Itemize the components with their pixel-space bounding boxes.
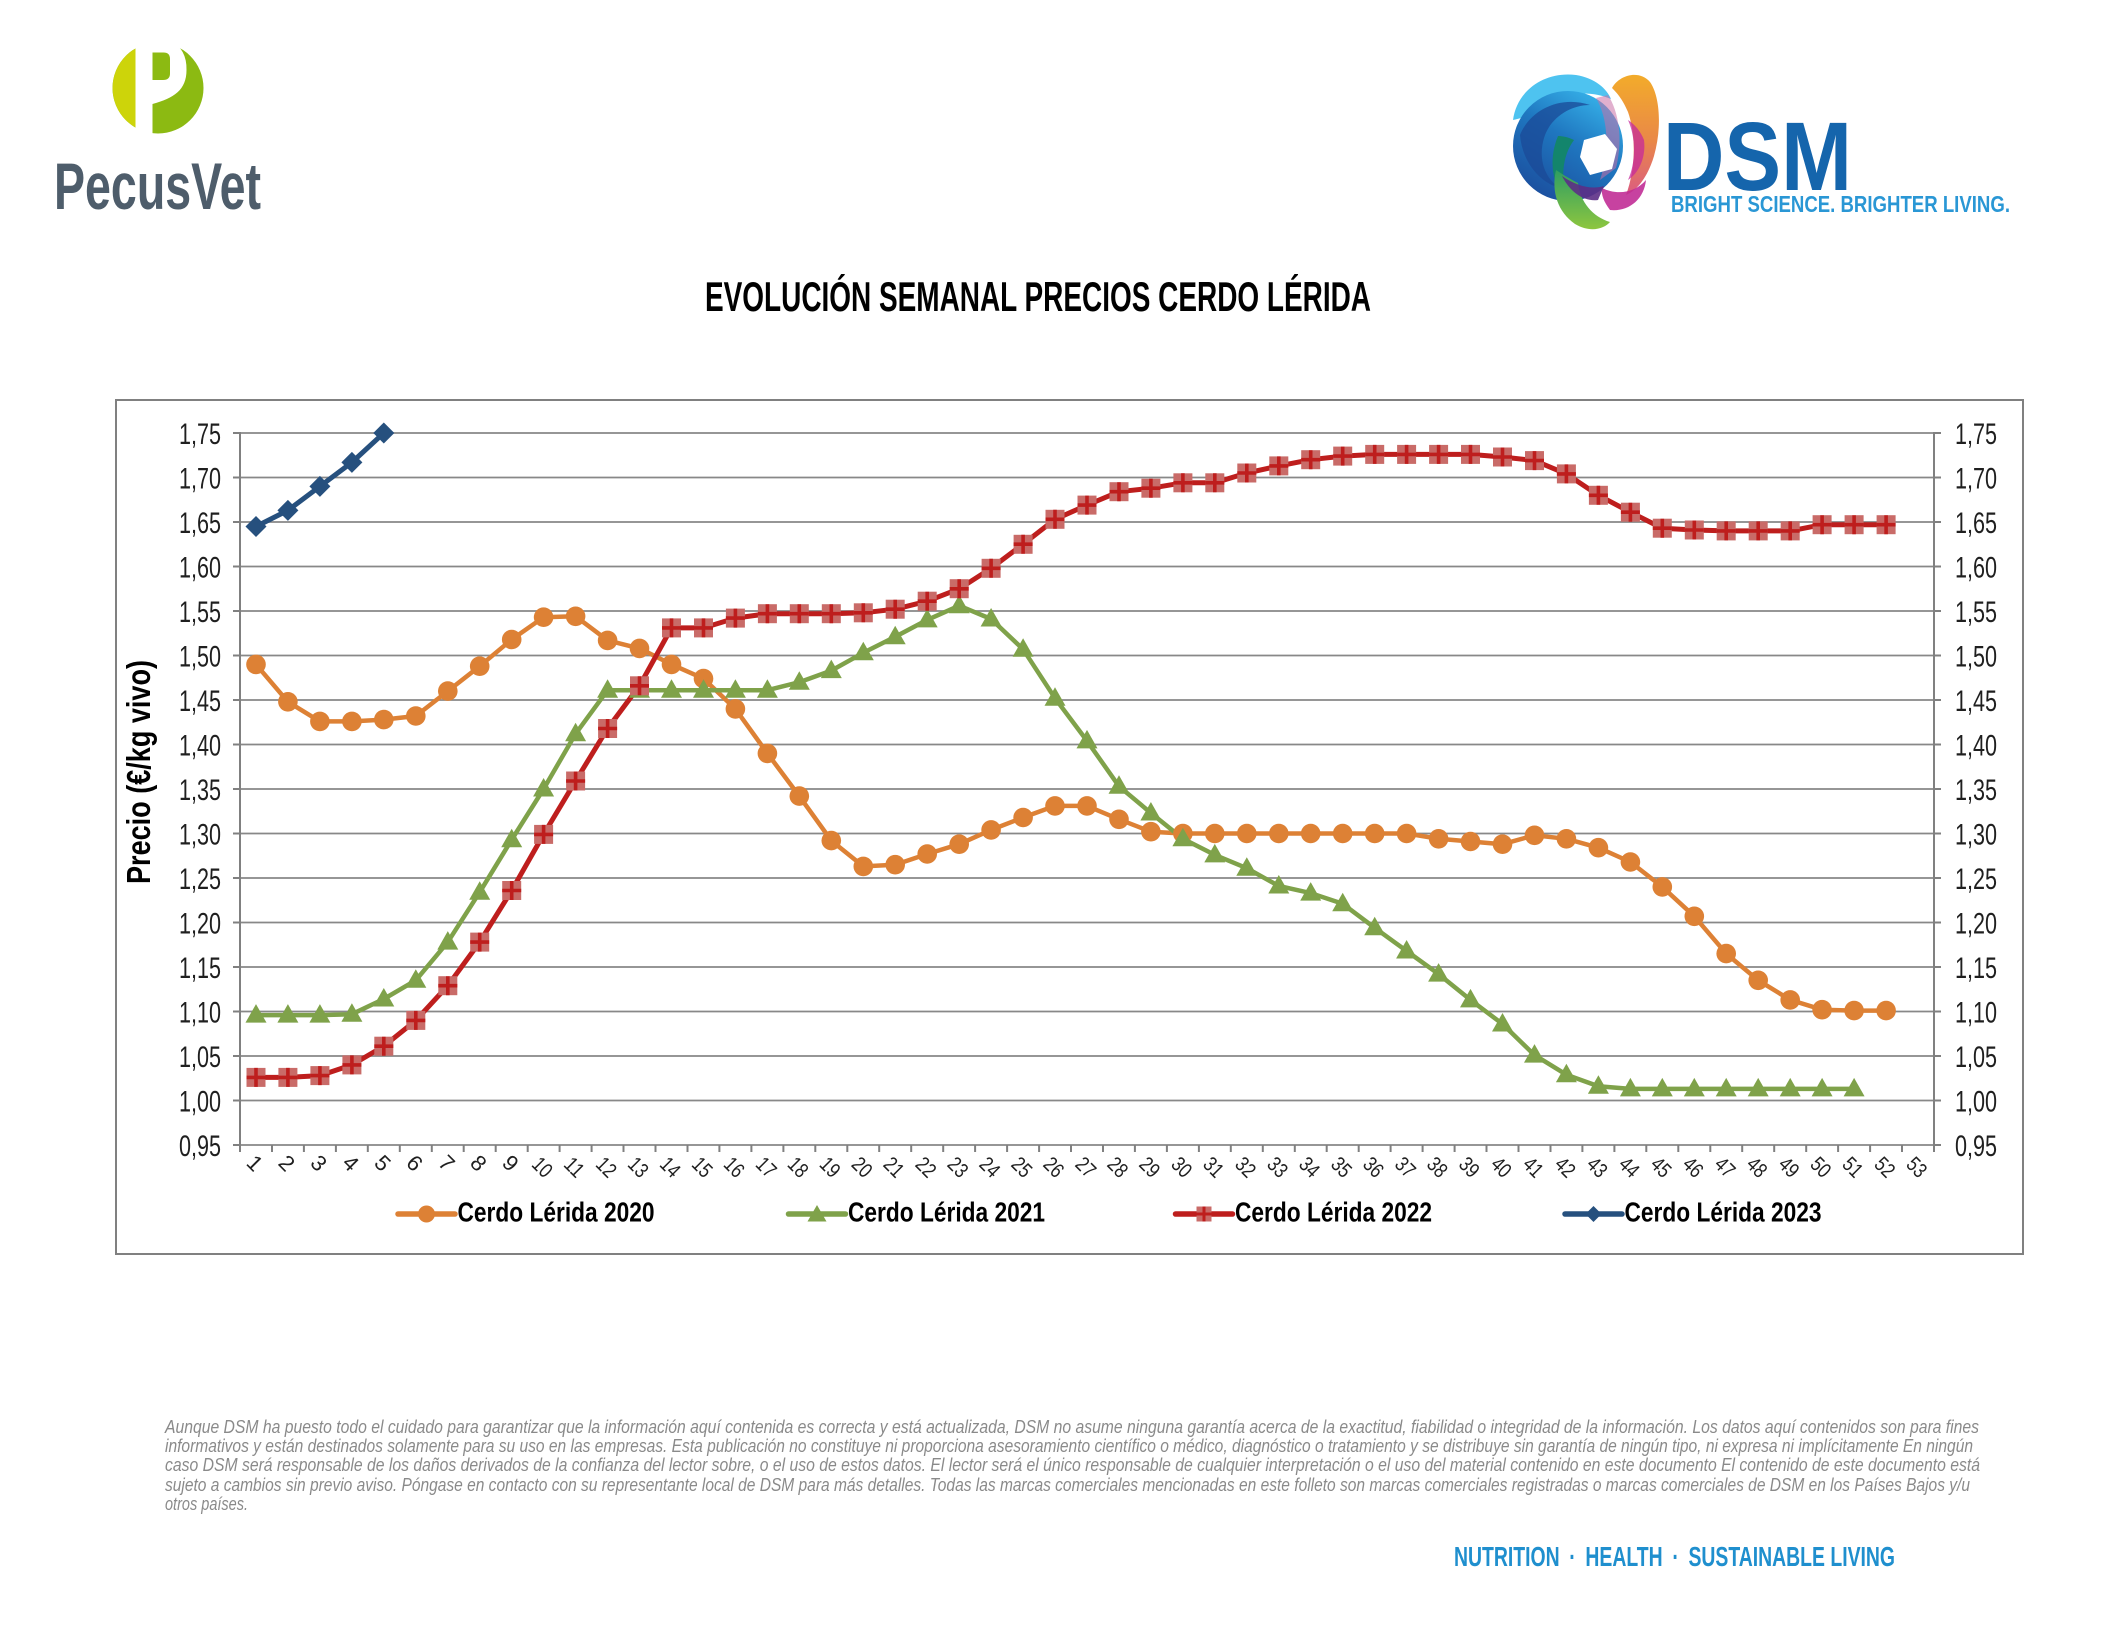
- svg-text:1,55: 1,55: [1955, 596, 1997, 629]
- svg-text:DSM: DSM: [1663, 102, 1852, 211]
- svg-text:1,65: 1,65: [1955, 507, 1997, 540]
- svg-text:1,70: 1,70: [1955, 463, 1997, 496]
- svg-text:1,00: 1,00: [1955, 1086, 1997, 1119]
- svg-text:1,10: 1,10: [179, 997, 221, 1030]
- svg-text:1,45: 1,45: [1955, 685, 1997, 718]
- svg-text:1,25: 1,25: [1955, 863, 1997, 896]
- svg-text:1,20: 1,20: [1955, 908, 1997, 941]
- svg-text:1,15: 1,15: [179, 952, 221, 985]
- svg-text:1,15: 1,15: [1955, 952, 1997, 985]
- svg-text:1,05: 1,05: [179, 1041, 221, 1074]
- svg-text:BRIGHT SCIENCE. BRIGHTER LIVIN: BRIGHT SCIENCE. BRIGHTER LIVING.: [1671, 191, 2010, 217]
- svg-text:0,95: 0,95: [1955, 1130, 1997, 1163]
- svg-text:1,30: 1,30: [1955, 819, 1997, 852]
- svg-text:1,40: 1,40: [179, 730, 221, 763]
- svg-text:Cerdo Lérida 2022: Cerdo Lérida 2022: [1235, 1197, 1432, 1228]
- svg-text:1,25: 1,25: [179, 863, 221, 896]
- svg-text:1,20: 1,20: [179, 908, 221, 941]
- svg-text:1,55: 1,55: [179, 596, 221, 629]
- svg-text:Cerdo Lérida 2020: Cerdo Lérida 2020: [458, 1197, 655, 1228]
- svg-text:Cerdo Lérida 2023: Cerdo Lérida 2023: [1625, 1197, 1822, 1228]
- svg-text:1,45: 1,45: [179, 685, 221, 718]
- svg-text:1,30: 1,30: [179, 819, 221, 852]
- svg-text:NUTRITION · HEALTH · SUSTAINAB: NUTRITION · HEALTH · SUSTAINABLE LIVING: [1454, 1541, 1895, 1572]
- svg-text:1,60: 1,60: [179, 552, 221, 585]
- svg-text:1,10: 1,10: [1955, 997, 1997, 1030]
- svg-text:caso DSM será responsable de l: caso DSM será responsable de los daños d…: [165, 1454, 1980, 1475]
- svg-text:0,95: 0,95: [179, 1130, 221, 1163]
- svg-text:1,35: 1,35: [1955, 774, 1997, 807]
- svg-text:1,35: 1,35: [179, 774, 221, 807]
- svg-text:1,65: 1,65: [179, 507, 221, 540]
- svg-text:1,60: 1,60: [1955, 552, 1997, 585]
- svg-text:1,50: 1,50: [179, 641, 221, 674]
- svg-text:1,75: 1,75: [1955, 418, 1997, 451]
- svg-text:Cerdo Lérida 2021: Cerdo Lérida 2021: [848, 1197, 1045, 1228]
- svg-text:Aunque DSM ha puesto todo el c: Aunque DSM ha puesto todo el cuidado par…: [164, 1416, 1979, 1437]
- svg-text:1,75: 1,75: [179, 418, 221, 451]
- svg-text:otros países.: otros países.: [165, 1493, 248, 1514]
- svg-text:EVOLUCIÓN SEMANAL PRECIOS CERD: EVOLUCIÓN SEMANAL PRECIOS CERDO LÉRIDA: [705, 272, 1371, 320]
- svg-text:1,40: 1,40: [1955, 730, 1997, 763]
- svg-text:sujeto a cambios sin previo av: sujeto a cambios sin previo aviso. Pónga…: [165, 1474, 1970, 1495]
- svg-text:1,50: 1,50: [1955, 641, 1997, 674]
- svg-text:informativos y están destinado: informativos y están destinados solament…: [165, 1435, 1973, 1456]
- svg-text:1,05: 1,05: [1955, 1041, 1997, 1074]
- svg-text:1,00: 1,00: [179, 1086, 221, 1119]
- svg-text:1,70: 1,70: [179, 463, 221, 496]
- svg-text:PecusVet: PecusVet: [54, 149, 261, 220]
- svg-text:Precio (€/kg vivo): Precio (€/kg vivo): [120, 660, 157, 884]
